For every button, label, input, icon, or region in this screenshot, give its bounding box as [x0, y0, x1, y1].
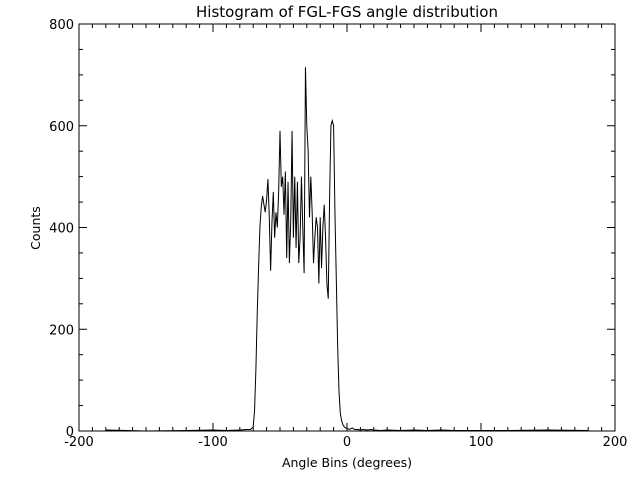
x-tick-label: 100: [469, 435, 494, 450]
y-tick-label: 800: [49, 18, 74, 33]
x-tick-label: -100: [198, 435, 228, 450]
histogram-series-line: [105, 67, 589, 432]
x-major-ticks: [78, 24, 616, 431]
y-tick-label: 600: [49, 120, 74, 135]
y-tick-label: 0: [66, 425, 74, 440]
x-tick-label: 0: [343, 435, 351, 450]
x-tick-label: -200: [64, 435, 94, 450]
y-minor-ticks: [79, 48, 615, 407]
y-axis-label: Counts: [28, 206, 43, 250]
y-tick-label: 400: [49, 222, 74, 237]
x-tick-label: 200: [603, 435, 628, 450]
y-major-ticks: [79, 23, 615, 432]
x-axis-label: Angle Bins (degrees): [282, 455, 412, 470]
y-tick-label: 200: [49, 323, 74, 338]
y-tick-labels: 0 200 400 600 800: [49, 18, 74, 440]
x-tick-labels: -200 -100 0 100 200: [64, 435, 627, 450]
chart-title: Histogram of FGL-FGS angle distribution: [196, 3, 498, 21]
